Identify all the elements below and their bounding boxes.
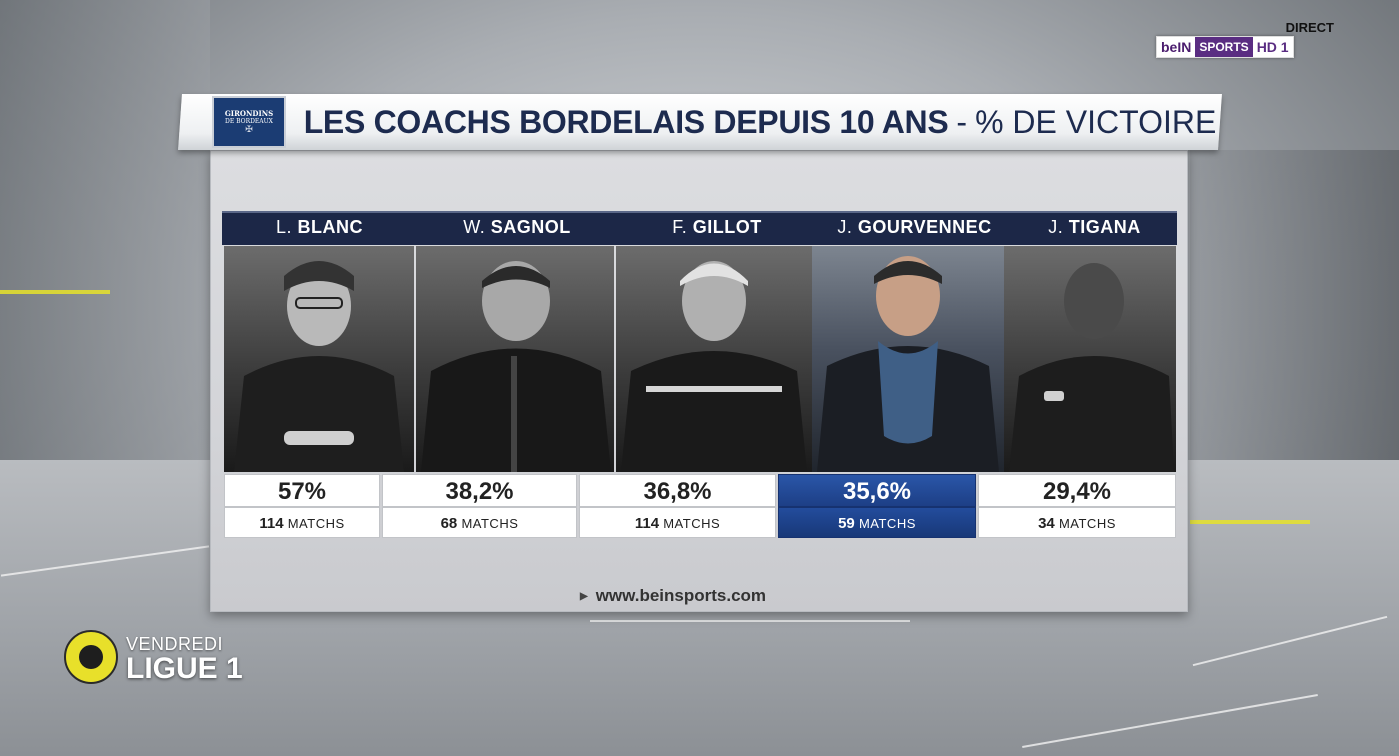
channel-logo-part: SPORTS xyxy=(1195,37,1253,57)
coach-photo xyxy=(416,246,614,472)
coach-name: J. TIGANA xyxy=(1012,211,1177,243)
match-number: 59 xyxy=(838,515,855,532)
match-label: MATCHS xyxy=(461,516,519,531)
floor-line xyxy=(590,620,910,622)
league-name: LIGUE 1 xyxy=(126,652,243,685)
crest-text: DE BORDEAUX xyxy=(225,118,273,125)
coach-silhouette-icon xyxy=(234,261,404,472)
match-label: MATCHS xyxy=(1058,516,1116,531)
coach-name: W. SAGNOL xyxy=(417,211,617,243)
match-number: 68 xyxy=(440,515,458,532)
coach-initial: W. xyxy=(463,217,486,237)
coach-silhouette-icon xyxy=(621,261,807,472)
coach-photo xyxy=(1004,246,1176,472)
names-bar xyxy=(222,211,1177,245)
title-sub: % DE VICTOIRE xyxy=(975,103,1217,140)
title-separator: - xyxy=(956,103,968,140)
win-percentage-highlighted: 35,6% xyxy=(778,474,976,507)
match-number: 34 xyxy=(1038,515,1055,532)
coach-silhouette-icon xyxy=(421,261,611,472)
channel-logo: beIN SPORTS HD 1 xyxy=(1156,36,1294,58)
match-number: 114 xyxy=(259,515,284,532)
coach-lastname: BLANC xyxy=(297,217,364,237)
match-label: MATCHS xyxy=(663,516,721,531)
live-indicator: DIRECT xyxy=(1285,20,1334,35)
coach-name: F. GILLOT xyxy=(617,211,817,243)
coach-initial: F. xyxy=(672,217,688,237)
title-main: LES COACHS BORDELAIS DEPUIS 10 ANS xyxy=(303,103,949,140)
studio-wall-left xyxy=(0,0,210,460)
crest-text: ✠ xyxy=(245,125,253,135)
play-arrow-icon: ▶ xyxy=(580,590,588,602)
match-count: 68 MATCHS xyxy=(382,507,577,538)
win-percentage: 29,4% xyxy=(978,474,1176,507)
crest-text: GIRONDINS xyxy=(224,109,274,118)
channel-logo-part: HD 1 xyxy=(1252,37,1293,57)
coach-lastname: GILLOT xyxy=(692,217,762,237)
match-count: 114 MATCHS xyxy=(224,507,380,538)
coach-silhouette-icon xyxy=(817,256,999,472)
match-count: 34 MATCHS xyxy=(978,507,1176,538)
club-crest-icon: GIRONDINS DE BORDEAUX ✠ xyxy=(212,96,286,148)
match-number: 114 xyxy=(634,515,660,532)
floor-light-strip xyxy=(0,290,110,294)
coach-photo xyxy=(616,246,812,472)
coach-name: L. BLANC xyxy=(222,211,417,243)
coach-silhouette-icon xyxy=(1009,263,1174,472)
win-percentage: 38,2% xyxy=(382,474,577,507)
match-count: 114 MATCHS xyxy=(579,507,776,538)
coach-lastname: SAGNOL xyxy=(490,217,571,237)
website-url-text: www.beinsports.com xyxy=(595,586,767,605)
coach-initial: J. xyxy=(837,217,853,237)
coach-photo xyxy=(812,246,1004,472)
match-count-highlighted: 59 MATCHS xyxy=(778,507,976,538)
match-label: MATCHS xyxy=(287,516,345,531)
coach-lastname: TIGANA xyxy=(1068,217,1141,237)
studio-wall-right xyxy=(1190,150,1399,470)
floor-light-strip xyxy=(1190,520,1310,524)
coach-initial: J. xyxy=(1048,217,1064,237)
win-percentage: 57% xyxy=(224,474,380,507)
coach-photo xyxy=(224,246,414,472)
coach-lastname: GOURVENNEC xyxy=(857,217,992,237)
channel-logo-part: beIN xyxy=(1157,37,1196,57)
coach-initial: L. xyxy=(275,217,292,237)
website-url: ▶ www.beinsports.com xyxy=(580,585,820,607)
ligue1-logo-icon xyxy=(64,630,118,684)
page-title: LES COACHS BORDELAIS DEPUIS 10 ANS - % D… xyxy=(300,96,1220,148)
win-percentage: 36,8% xyxy=(579,474,776,507)
broadcast-day: VENDREDI xyxy=(126,634,224,654)
coach-name: J. GOURVENNEC xyxy=(817,211,1012,243)
match-label: MATCHS xyxy=(858,516,916,531)
